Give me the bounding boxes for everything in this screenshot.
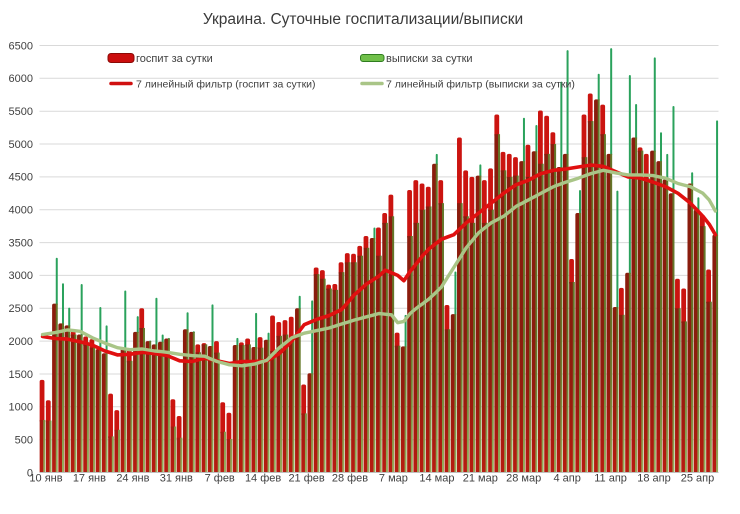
svg-text:Украина. Суточные госпитализац: Украина. Суточные госпитализации/выписки xyxy=(203,11,523,28)
svg-text:14 мар: 14 мар xyxy=(419,473,454,485)
svg-text:28 мар: 28 мар xyxy=(506,473,541,485)
svg-text:10 янв: 10 янв xyxy=(29,473,62,485)
svg-text:21 мар: 21 мар xyxy=(463,473,498,485)
svg-text:0: 0 xyxy=(27,467,33,479)
svg-text:21 фев: 21 фев xyxy=(288,473,324,485)
svg-text:3000: 3000 xyxy=(9,270,33,282)
svg-text:500: 500 xyxy=(15,435,33,447)
svg-text:11 апр: 11 апр xyxy=(594,473,627,485)
svg-text:3500: 3500 xyxy=(9,237,33,249)
svg-text:17 янв: 17 янв xyxy=(73,473,106,485)
svg-text:7 мар: 7 мар xyxy=(379,473,408,485)
svg-text:7 линейный фильтр (выписки за: 7 линейный фильтр (выписки за сутки) xyxy=(386,79,575,91)
svg-text:7 линейный фильтр (госпит за с: 7 линейный фильтр (госпит за сутки) xyxy=(136,79,316,91)
svg-text:14 фев: 14 фев xyxy=(245,473,281,485)
svg-text:5500: 5500 xyxy=(9,106,33,118)
svg-text:6500: 6500 xyxy=(9,40,33,52)
svg-text:1000: 1000 xyxy=(9,402,33,414)
svg-text:1500: 1500 xyxy=(9,369,33,381)
svg-text:7 фев: 7 фев xyxy=(205,473,235,485)
svg-text:31 янв: 31 янв xyxy=(160,473,193,485)
svg-text:6000: 6000 xyxy=(9,73,33,85)
svg-text:24 янв: 24 янв xyxy=(116,473,149,485)
svg-text:18 апр: 18 апр xyxy=(637,473,670,485)
svg-text:госпит за сутки: госпит за сутки xyxy=(136,53,213,65)
svg-text:2500: 2500 xyxy=(9,303,33,315)
svg-text:4 апр: 4 апр xyxy=(554,473,581,485)
svg-text:выписки за сутки: выписки за сутки xyxy=(386,53,473,65)
svg-text:2000: 2000 xyxy=(9,336,33,348)
svg-text:25 апр: 25 апр xyxy=(681,473,714,485)
svg-text:4500: 4500 xyxy=(9,172,33,184)
svg-text:28 фев: 28 фев xyxy=(332,473,368,485)
svg-text:5000: 5000 xyxy=(9,139,33,151)
svg-text:4000: 4000 xyxy=(9,205,33,217)
